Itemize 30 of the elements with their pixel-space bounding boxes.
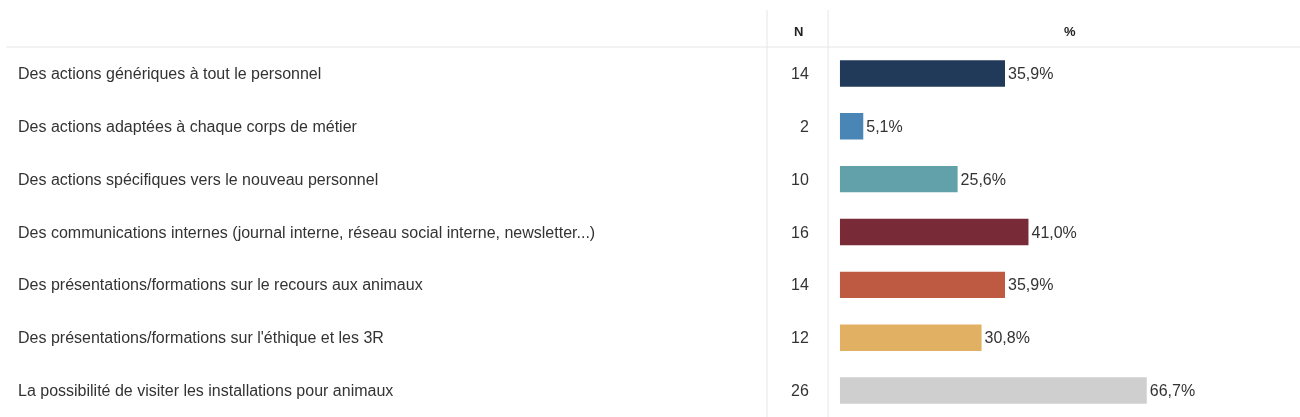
bar (839, 377, 1147, 404)
y-tick-label: Des actions adaptées à chaque corps de métier (18, 118, 358, 135)
data-label: 30,8% (984, 329, 1030, 347)
y-tick-label: Des communications internes (journal interne, réseau social interne, newsletter...) (18, 224, 596, 241)
data-label: 66,7% (1149, 382, 1196, 400)
text: 12 (791, 329, 809, 346)
x-axis-title: % (1064, 23, 1077, 39)
y-tick-label: Des présentations/formations sur l'éthique et les 3R (18, 329, 384, 346)
bar (839, 324, 982, 351)
bar (839, 60, 1006, 87)
bar (839, 113, 864, 140)
bar (839, 165, 958, 193)
text: 14 (791, 65, 809, 82)
bar (839, 218, 1029, 246)
y-tick-label: Des présentations/formations sur le recours aux animaux (18, 276, 423, 293)
text: 2 (800, 118, 809, 135)
text: 16 (791, 224, 809, 241)
data-label: 5,1% (866, 117, 903, 135)
data-label: 35,9% (1008, 64, 1054, 82)
data-label: 41,0% (1031, 223, 1077, 241)
text: 14 (791, 276, 809, 293)
bar (839, 271, 1006, 299)
data-label: 35,9% (1008, 276, 1054, 294)
data-label: 25,6% (960, 170, 1006, 188)
y-tick-label: La possibilité de visiter les installations pour animaux (18, 382, 394, 399)
y-tick-label: Des actions génériques à tout le personnel (18, 65, 322, 82)
text: N (794, 24, 804, 39)
text: 10 (791, 171, 809, 188)
text: 26 (791, 382, 809, 399)
y-tick-label: Des actions spécifiques vers le nouveau personnel (18, 171, 379, 188)
